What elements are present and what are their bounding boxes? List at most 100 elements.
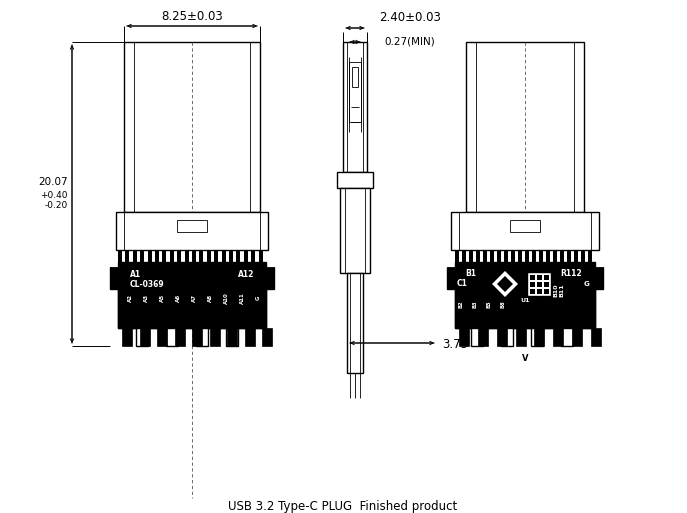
Bar	[207, 250, 211, 262]
Text: 3.75: 3.75	[442, 339, 468, 351]
Text: A12: A12	[238, 270, 254, 279]
Bar	[447, 267, 455, 289]
Bar	[455, 262, 595, 328]
Text: A10: A10	[223, 292, 229, 304]
Bar	[455, 250, 459, 262]
Bar	[546, 250, 550, 262]
Text: A3: A3	[144, 294, 148, 302]
Bar	[349, 62, 361, 122]
Text: A6: A6	[175, 294, 181, 302]
Bar	[451, 212, 599, 250]
Bar	[591, 328, 601, 346]
Text: B11: B11	[559, 283, 564, 297]
Bar	[518, 250, 522, 262]
Bar	[177, 220, 207, 232]
Bar	[574, 250, 578, 262]
Bar	[527, 272, 551, 296]
Text: 0.27(MIN): 0.27(MIN)	[385, 36, 436, 46]
Bar	[567, 250, 571, 262]
Text: +0.40: +0.40	[41, 191, 68, 201]
Bar	[245, 328, 254, 346]
Text: USB 3.2 Type-C PLUG  Finished product: USB 3.2 Type-C PLUG Finished product	[228, 500, 458, 513]
Bar	[510, 220, 540, 232]
Text: B1: B1	[465, 269, 476, 278]
Bar	[251, 250, 256, 262]
Bar	[155, 250, 159, 262]
Bar	[537, 275, 542, 280]
Bar	[192, 328, 202, 346]
Bar	[133, 250, 137, 262]
Bar	[588, 250, 592, 262]
Bar	[572, 328, 582, 346]
Bar	[157, 328, 167, 346]
Bar	[459, 328, 469, 346]
Bar	[581, 250, 585, 262]
Text: B5: B5	[486, 300, 491, 308]
Bar	[537, 289, 542, 294]
Bar	[469, 250, 473, 262]
Text: B8: B8	[501, 300, 506, 308]
Bar	[162, 250, 166, 262]
Bar	[118, 250, 122, 262]
Bar	[466, 42, 584, 212]
Polygon shape	[491, 270, 519, 298]
Text: -0.20: -0.20	[45, 202, 68, 210]
Bar	[532, 250, 536, 262]
Bar	[504, 250, 508, 262]
Bar	[497, 328, 507, 346]
Bar	[262, 328, 272, 346]
Bar	[122, 328, 132, 346]
Bar	[140, 250, 144, 262]
Bar	[476, 250, 480, 262]
Bar	[483, 250, 487, 262]
Bar	[244, 250, 248, 262]
Text: R112: R112	[560, 269, 582, 278]
Bar	[462, 250, 466, 262]
Bar	[530, 275, 535, 280]
Bar	[258, 250, 262, 262]
Text: C1: C1	[457, 279, 468, 288]
Bar	[210, 328, 220, 346]
Bar	[530, 289, 535, 294]
Text: 20.07: 20.07	[38, 177, 68, 187]
Bar	[340, 188, 370, 273]
Bar	[553, 328, 563, 346]
Bar	[199, 250, 203, 262]
Bar	[534, 328, 544, 346]
Bar	[214, 250, 218, 262]
Bar	[174, 328, 185, 346]
Bar	[343, 42, 367, 172]
Bar	[118, 262, 266, 328]
Text: 2.40±0.03: 2.40±0.03	[379, 11, 441, 24]
Text: G: G	[256, 296, 260, 300]
Bar	[337, 172, 373, 188]
Text: A8: A8	[207, 294, 212, 302]
Bar	[148, 250, 152, 262]
Bar	[560, 250, 564, 262]
Bar	[347, 273, 363, 373]
Bar	[544, 275, 549, 280]
Bar	[170, 250, 174, 262]
Text: U1: U1	[520, 298, 530, 303]
Bar	[266, 267, 274, 289]
Text: A11: A11	[240, 292, 245, 304]
Bar	[227, 328, 237, 346]
Text: CL-0369: CL-0369	[130, 280, 165, 289]
Text: 8.25±0.03: 8.25±0.03	[161, 10, 223, 23]
Bar	[229, 250, 233, 262]
Text: B3: B3	[473, 300, 477, 308]
Bar	[124, 42, 260, 212]
Bar	[530, 282, 535, 287]
Bar	[236, 250, 240, 262]
Bar	[139, 328, 150, 346]
Polygon shape	[497, 276, 513, 292]
Bar	[595, 267, 603, 289]
Bar	[222, 250, 225, 262]
Bar	[478, 328, 488, 346]
Bar	[525, 250, 529, 262]
Text: A2: A2	[128, 294, 133, 302]
Text: V: V	[521, 354, 528, 363]
Bar	[352, 67, 358, 87]
Bar	[511, 250, 515, 262]
Bar	[497, 250, 501, 262]
